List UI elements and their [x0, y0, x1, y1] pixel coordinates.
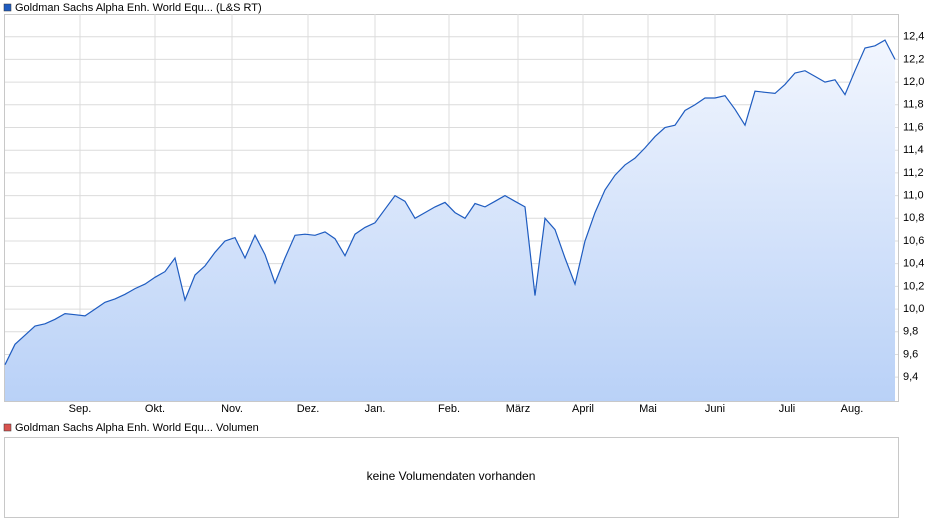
x-tick-label: März — [506, 403, 530, 415]
y-tick-label: 11,6 — [903, 121, 924, 133]
y-tick-label: 10,0 — [903, 303, 924, 315]
area-fill — [5, 40, 895, 401]
x-tick-label: Juli — [779, 403, 796, 415]
x-tick-label: Juni — [705, 403, 725, 415]
y-tick-label: 10,8 — [903, 212, 924, 224]
empty-message: keine Volumendaten vorhanden — [367, 469, 536, 483]
price-line — [4, 39, 896, 365]
volume-frame — [4, 437, 899, 518]
y-tick-label: 12,4 — [903, 31, 924, 43]
y-tick-label: 9,6 — [903, 348, 918, 360]
legend-label: Goldman Sachs Alpha Enh. World Equ... Vo… — [15, 422, 259, 434]
legend-swatch — [3, 423, 12, 432]
y-tick-label: 10,2 — [903, 280, 924, 292]
x-tick-label: Feb. — [438, 403, 460, 415]
x-tick-label: Aug. — [841, 403, 864, 415]
x-tick-label: Sep. — [69, 403, 92, 415]
x-tick-label: Dez. — [297, 403, 320, 415]
y-tick-label: 12,2 — [903, 53, 924, 65]
x-tick-label: Jan. — [365, 403, 386, 415]
legend-label: Goldman Sachs Alpha Enh. World Equ... (L… — [15, 2, 262, 14]
y-tick-label: 10,6 — [903, 235, 924, 247]
y-tick-label: 10,4 — [903, 258, 924, 270]
x-tick-label: Mai — [639, 403, 657, 415]
y-tick-label: 11,2 — [903, 167, 924, 179]
x-tick-label: Okt. — [145, 403, 165, 415]
y-tick-label: 11,0 — [903, 189, 924, 201]
x-tick-label: Nov. — [221, 403, 243, 415]
y-tick-label: 9,8 — [903, 326, 918, 338]
y-tick-label: 9,4 — [903, 371, 918, 383]
y-tick-label: 11,8 — [903, 99, 924, 111]
legend-swatch — [3, 3, 12, 12]
y-tick-label: 11,4 — [903, 144, 924, 156]
x-tick-label: April — [572, 403, 594, 415]
y-tick-label: 12,0 — [903, 76, 924, 88]
